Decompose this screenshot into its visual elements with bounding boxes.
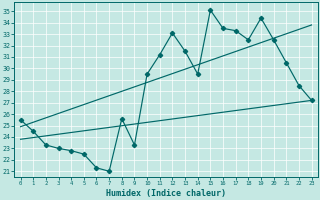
X-axis label: Humidex (Indice chaleur): Humidex (Indice chaleur) [106,189,226,198]
